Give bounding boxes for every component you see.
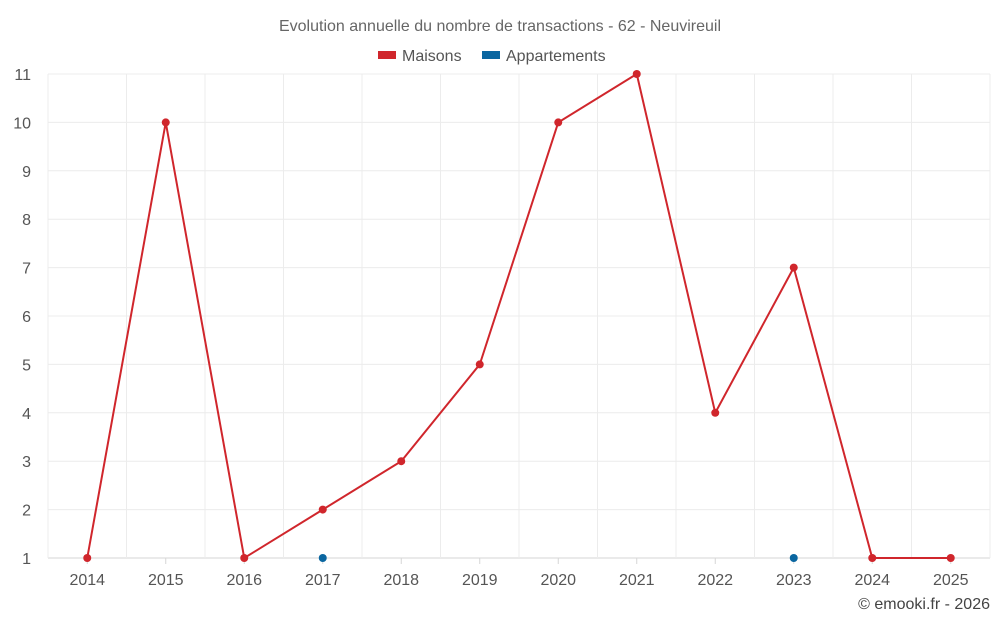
data-point-maisons-2023[interactable] (789, 263, 798, 272)
y-tick-label: 9 (22, 164, 31, 181)
y-tick-label: 6 (22, 309, 31, 326)
y-tick-label: 3 (22, 454, 31, 471)
y-tick-label: 1 (22, 551, 31, 568)
x-tick-label: 2021 (619, 572, 655, 589)
x-tick-label: 2015 (148, 572, 184, 589)
data-point-appartements-2017[interactable] (318, 554, 327, 562)
series-line-maisons (86, 72, 951, 560)
series-group (83, 70, 955, 562)
x-tick-label: 2017 (305, 572, 341, 589)
data-point-maisons-2014[interactable] (83, 554, 92, 562)
data-point-maisons-2016[interactable] (240, 554, 249, 562)
data-point-maisons-2021[interactable] (632, 70, 641, 78)
data-point-maisons-2019[interactable] (475, 360, 484, 369)
data-point-maisons-2024[interactable] (868, 554, 877, 562)
data-point-appartements-2023[interactable] (789, 554, 798, 562)
data-point-maisons-2015[interactable] (161, 118, 170, 127)
x-tick-label: 2016 (226, 572, 262, 589)
chart-title: Evolution annuelle du nombre de transact… (279, 18, 721, 35)
x-tick-label: 2020 (540, 572, 576, 589)
legend-item-appartements[interactable]: Appartements (482, 48, 606, 65)
y-tick-label: 5 (22, 357, 31, 374)
x-tick-label: 2018 (383, 572, 419, 589)
x-tick-label: 2023 (776, 572, 812, 589)
x-tick-label: 2024 (854, 572, 890, 589)
x-axis-ticks: 2014 2015 2016 2017 2018 2019 2020 2021 2022 2023… (69, 558, 969, 589)
data-point-maisons-2022[interactable] (711, 408, 720, 417)
y-tick-label: 4 (22, 406, 31, 423)
legend-label-appartements: Appartements (506, 48, 606, 65)
y-axis-ticks: 1 2 3 4 5 6 7 8 9 10 11 (13, 67, 31, 568)
y-tick-label: 11 (14, 67, 31, 84)
y-tick-label: 8 (22, 212, 31, 229)
x-tick-label: 2022 (697, 572, 733, 589)
data-point-maisons-2017[interactable] (318, 505, 327, 514)
x-tick-label: 2014 (69, 572, 105, 589)
legend-swatch-maisons (378, 51, 396, 59)
x-tick-label: 2019 (462, 572, 498, 589)
x-tick-label: 2025 (933, 572, 969, 589)
credit-text: © emooki.fr - 2026 (858, 596, 990, 613)
grid (47, 73, 991, 559)
y-tick-label: 7 (22, 261, 31, 278)
legend-label-maisons: Maisons (402, 48, 462, 65)
legend-item-maisons[interactable]: Maisons (378, 48, 462, 65)
data-point-maisons-2025[interactable] (946, 554, 955, 562)
y-tick-label: 2 (22, 503, 31, 520)
y-tick-label: 10 (13, 115, 31, 132)
data-point-maisons-2018[interactable] (397, 457, 406, 466)
legend: Maisons Appartements (378, 48, 606, 65)
data-point-maisons-2020[interactable] (554, 118, 563, 127)
legend-swatch-appartements (482, 51, 500, 59)
